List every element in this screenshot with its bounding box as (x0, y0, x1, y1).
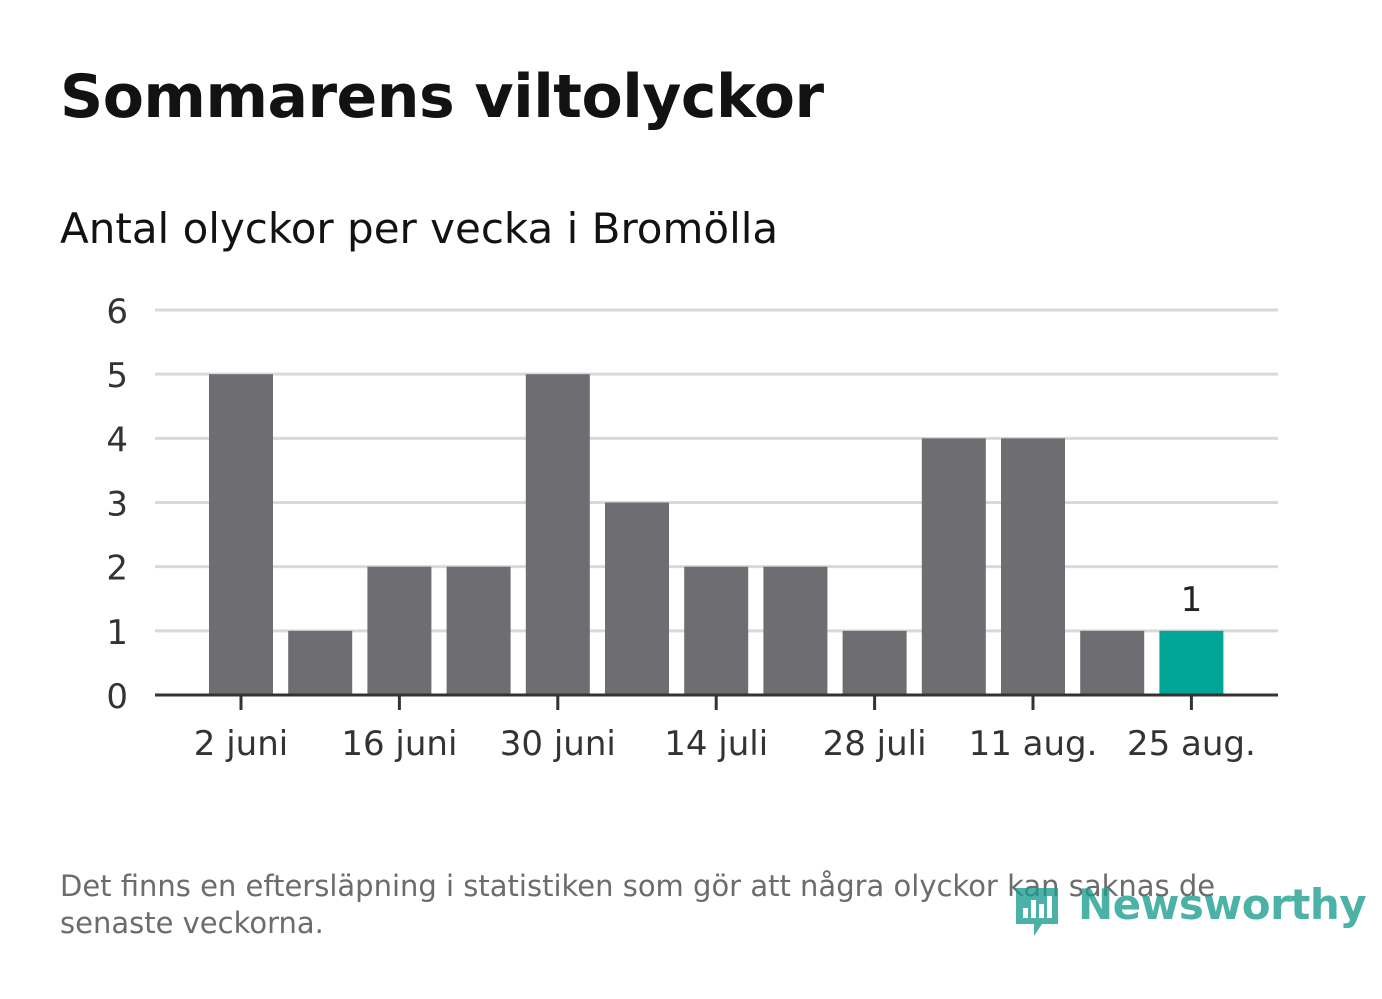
y-tick-label: 5 (106, 356, 128, 396)
x-tick-label: 11 aug. (969, 724, 1098, 764)
y-tick-label: 6 (106, 292, 128, 332)
y-tick-label: 3 (106, 485, 128, 525)
data-label: 1 (1181, 580, 1203, 620)
data-labels: 1 (1181, 580, 1203, 620)
bar-2-juni (209, 374, 273, 695)
bar-chart: 0 1 2 3 4 5 6 2 juni 16 juni 30 juni 14 juli 28 ju… (106, 292, 1278, 764)
y-tick-label: 1 (106, 613, 128, 653)
x-tick-label: 16 juni (341, 724, 457, 764)
newsworthy-logo-text: Newsworthy (1078, 880, 1367, 929)
y-tick-label: 0 (106, 677, 128, 717)
bar-11-aug (1001, 438, 1065, 695)
bar-14-juli (684, 566, 749, 695)
bar-18-aug (1080, 630, 1145, 695)
x-tick-label: 14 juli (664, 724, 768, 764)
x-tick-label: 2 juni (194, 724, 288, 764)
newsworthy-logo-icon (1016, 888, 1058, 936)
y-axis-ticks: 0 1 2 3 4 5 6 (106, 292, 128, 717)
x-tick-label: 25 aug. (1127, 724, 1256, 764)
chart-title: Sommarens viltolyckor (60, 62, 824, 132)
x-tick-label: 28 juli (823, 724, 927, 764)
bar-25-aug (1159, 630, 1224, 695)
bar-7-juli (605, 502, 669, 695)
y-tick-label: 2 (106, 549, 128, 589)
bar-16-juni (367, 566, 432, 695)
chart-subtitle: Antal olyckor per vecka i Bromölla (60, 204, 779, 253)
bars (209, 374, 1224, 695)
x-tick-label: 30 juni (500, 724, 616, 764)
bar-28-juli (842, 630, 907, 695)
newsworthy-logo: Newsworthy (1012, 880, 1367, 942)
bar-30-juni (525, 374, 590, 695)
y-tick-label: 4 (106, 420, 128, 460)
bar-4-aug (921, 438, 986, 695)
bar-21-juli (763, 566, 828, 695)
bar-9-juni (288, 630, 353, 695)
bar-23-juni (446, 566, 511, 695)
x-axis-ticks: 2 juni 16 juni 30 juni 14 juli 28 juli 11 aug… (194, 695, 1256, 764)
